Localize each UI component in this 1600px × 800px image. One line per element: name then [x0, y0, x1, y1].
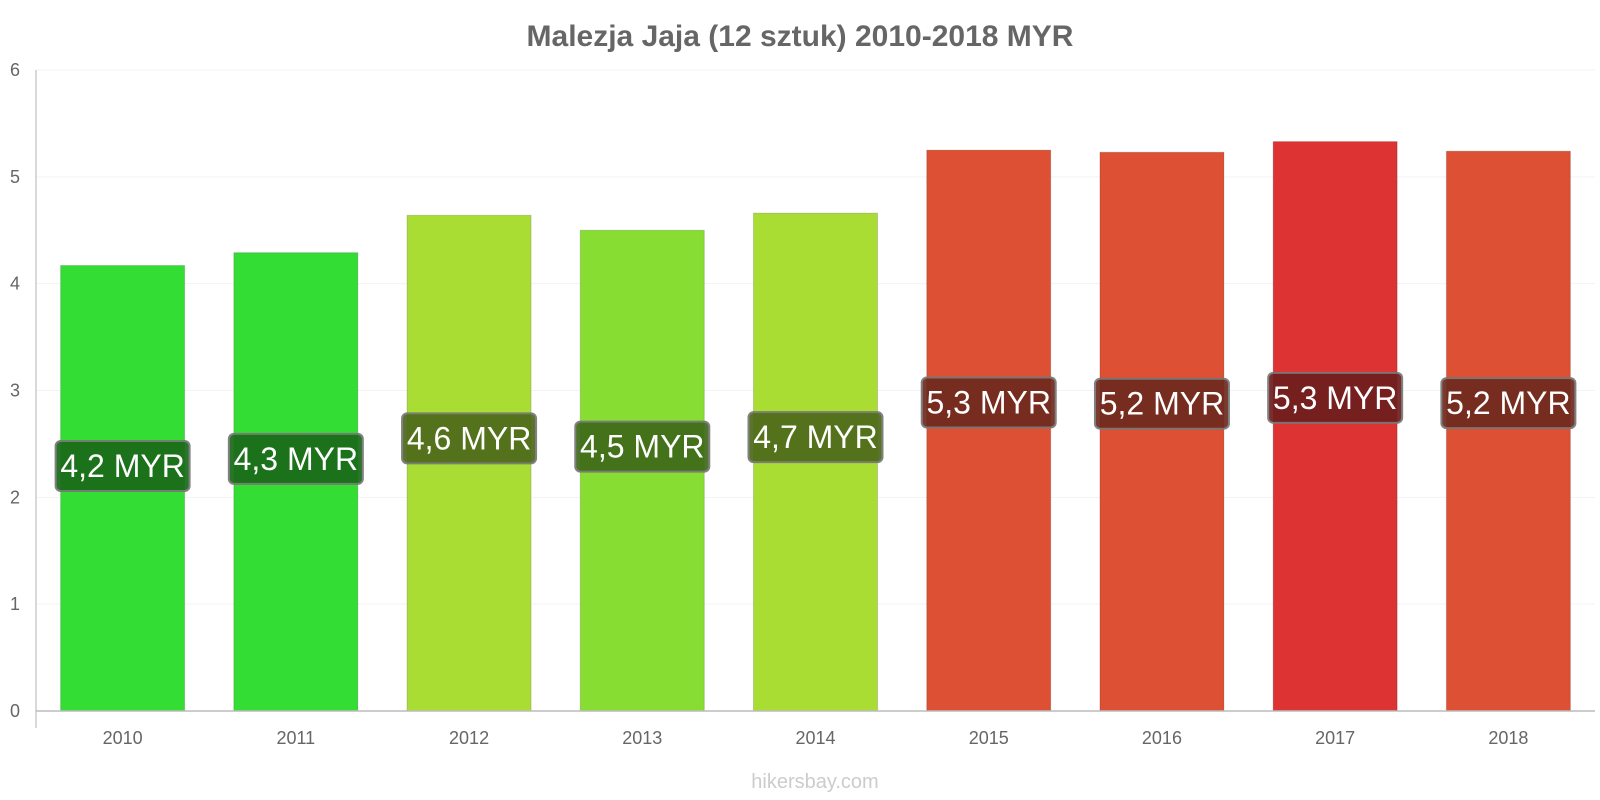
x-tick-label: 2017 — [1315, 728, 1355, 748]
data-label: 4,2 MYR — [60, 448, 184, 484]
data-label-box — [920, 376, 1057, 429]
y-axis-ticks: 0 1 2 3 4 5 6 — [10, 60, 20, 721]
y-tick-label: 0 — [10, 701, 20, 721]
bars — [60, 141, 1571, 712]
x-tick-label: 2015 — [969, 728, 1009, 748]
data-label-box — [1267, 371, 1404, 424]
bar-2017 — [1272, 141, 1398, 712]
y-tick-label: 5 — [10, 167, 20, 187]
data-label-box — [401, 412, 538, 465]
y-tick-label: 6 — [10, 60, 20, 80]
data-labels: 4,2 MYR 4,3 MYR 4,6 MYR 4,5 MYR 4,7 MYR 5,3 M… — [54, 371, 1577, 492]
data-label: 5,2 MYR — [1100, 386, 1224, 422]
y-tick-label: 1 — [10, 594, 20, 614]
credit-text: hikersbay.com — [751, 771, 878, 793]
x-tick-label: 2013 — [622, 728, 662, 748]
data-label-box — [1440, 377, 1577, 430]
bar-2016 — [1099, 151, 1225, 712]
data-label: 5,3 MYR — [1273, 380, 1397, 416]
x-tick-label: 2010 — [103, 728, 143, 748]
data-label-box — [1093, 377, 1230, 430]
data-label: 4,5 MYR — [580, 429, 704, 465]
bar-2018 — [1445, 150, 1571, 712]
x-axis-ticks: 2010 2011 2012 2013 2014 2015 2016 2017 2018 — [103, 728, 1529, 748]
data-label: 5,3 MYR — [926, 385, 1050, 421]
x-tick-label: 2011 — [276, 728, 315, 748]
x-tick-label: 2018 — [1488, 728, 1528, 748]
data-label-box — [574, 420, 711, 473]
data-label: 4,3 MYR — [234, 441, 358, 477]
x-tick-label: 2014 — [795, 728, 835, 748]
data-label: 4,7 MYR — [753, 419, 877, 455]
y-tick-label: 3 — [10, 381, 20, 401]
y-tick-label: 4 — [10, 274, 20, 294]
bar-2015 — [926, 149, 1052, 712]
data-label-box — [747, 411, 884, 464]
y-tick-label: 2 — [10, 487, 20, 507]
data-label-box — [227, 432, 364, 485]
x-tick-label: 2012 — [449, 728, 489, 748]
x-tick-label: 2016 — [1142, 728, 1182, 748]
data-label-box — [54, 439, 191, 492]
chart-title: Malezja Jaja (12 sztuk) 2010-2018 MYR — [527, 20, 1074, 53]
data-label: 4,6 MYR — [407, 420, 531, 456]
data-label: 5,2 MYR — [1446, 385, 1570, 421]
